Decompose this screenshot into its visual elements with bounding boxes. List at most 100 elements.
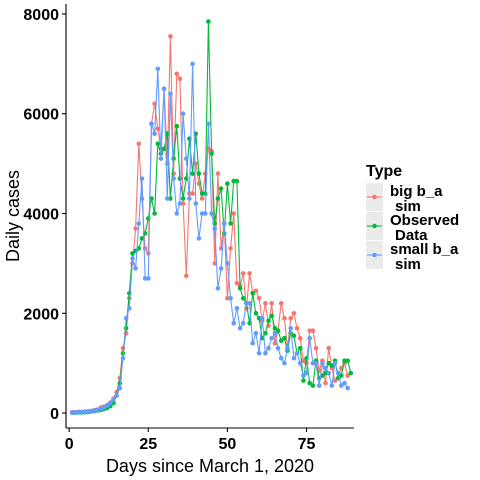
data-point <box>278 338 284 344</box>
data-point <box>221 221 227 226</box>
legend-title: Type <box>366 163 402 180</box>
data-point <box>263 350 268 356</box>
data-point <box>218 186 224 191</box>
data-point <box>136 141 142 146</box>
data-point <box>247 301 252 306</box>
data-point <box>177 201 183 206</box>
data-point <box>114 393 119 398</box>
data-point <box>291 355 297 361</box>
data-point <box>70 410 75 415</box>
data-point <box>212 226 217 231</box>
data-point <box>155 126 161 131</box>
data-point <box>269 313 275 319</box>
data-point <box>139 236 145 241</box>
data-point <box>203 211 208 216</box>
series-line <box>72 63 349 414</box>
data-point <box>269 301 275 306</box>
data-point <box>206 19 211 24</box>
data-point <box>139 176 145 181</box>
data-point <box>155 141 161 146</box>
data-point <box>272 325 278 331</box>
data-point <box>335 370 341 376</box>
data-point <box>234 306 240 311</box>
legend-label: big b_a <box>390 183 443 200</box>
data-point <box>215 171 221 176</box>
data-point <box>253 330 259 336</box>
data-point <box>187 196 192 201</box>
data-point <box>196 171 202 176</box>
legend-key-point <box>372 223 377 229</box>
legend-label-continued: sim <box>395 198 421 215</box>
data-point <box>297 345 303 351</box>
x-tick-label: 75 <box>298 436 316 453</box>
data-point <box>225 181 230 186</box>
data-point <box>142 246 148 251</box>
data-point <box>332 360 338 366</box>
data-point <box>174 71 180 77</box>
data-point <box>237 286 243 291</box>
y-tick-label: 0 <box>50 406 59 423</box>
data-point <box>313 345 319 351</box>
data-point <box>231 320 236 326</box>
data-point <box>240 271 246 276</box>
data-point <box>225 296 230 301</box>
data-point <box>133 226 138 231</box>
data-point <box>190 171 195 176</box>
data-point <box>240 296 246 301</box>
data-point <box>266 345 271 351</box>
data-point <box>342 380 347 386</box>
data-point <box>171 176 176 181</box>
data-point <box>240 320 246 326</box>
data-point <box>307 380 313 386</box>
data-point <box>278 355 284 361</box>
data-point <box>326 345 332 351</box>
data-point <box>313 360 319 366</box>
data-point <box>152 131 157 136</box>
y-tick-label: 4000 <box>23 207 59 224</box>
legend-key-point <box>372 194 377 200</box>
data-point <box>133 266 138 271</box>
data-point <box>275 345 281 351</box>
data-point <box>155 66 161 72</box>
data-point <box>231 211 236 216</box>
data-point <box>108 400 113 406</box>
data-point <box>307 328 313 334</box>
x-tick-label: 25 <box>139 436 157 453</box>
data-point <box>320 360 325 366</box>
data-point <box>339 383 344 388</box>
data-point <box>174 211 180 216</box>
data-point <box>263 330 268 336</box>
data-point <box>174 123 180 129</box>
data-point <box>345 373 351 378</box>
y-tick-label: 2000 <box>23 306 59 323</box>
data-point <box>130 256 135 261</box>
data-point <box>345 385 351 391</box>
data-point <box>104 403 110 408</box>
data-point <box>180 196 186 201</box>
legend-label: Observed <box>390 212 459 229</box>
data-point <box>250 340 255 346</box>
data-point <box>329 363 335 368</box>
legend-key-point <box>372 252 377 258</box>
data-point <box>146 276 151 281</box>
data-point <box>228 221 233 226</box>
data-point <box>120 355 126 361</box>
data-point <box>117 385 123 391</box>
x-axis-title: Days since March 1, 2020 <box>106 456 314 476</box>
data-point <box>323 365 328 371</box>
data-point <box>288 325 294 331</box>
data-point <box>253 288 259 294</box>
data-point <box>190 61 195 67</box>
y-tick-label: 6000 <box>23 107 59 124</box>
legend-label: small b_a <box>390 241 459 258</box>
data-point <box>278 301 284 306</box>
data-point <box>297 360 303 366</box>
data-point <box>332 378 338 383</box>
series-2 <box>70 19 354 416</box>
data-point <box>165 196 170 201</box>
data-point <box>282 316 287 321</box>
data-point <box>323 380 328 386</box>
